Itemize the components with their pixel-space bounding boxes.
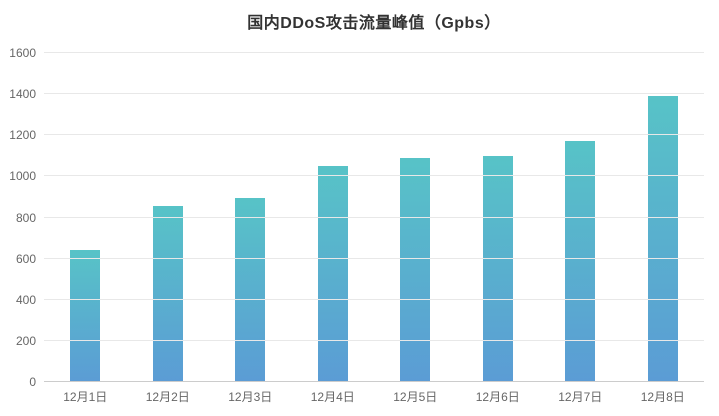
y-axis-tick-label: 800 [15, 210, 36, 225]
y-axis-tick-label: 400 [15, 292, 36, 307]
chart-title: 国内DDoS攻击流量峰值（Gpbs） [247, 15, 501, 32]
y-axis-tick-label: 1600 [9, 46, 36, 60]
bar-12月1日 [70, 250, 101, 382]
bar-slot [44, 53, 127, 382]
x-axis-tick-labels: 12月1日 12月2日 12月3日 12月4日 12月5日 12月6日 12月7日 12月8日 [44, 388, 704, 405]
y-axis-tick-label: 1200 [9, 128, 36, 143]
x-axis-tick-label: 12月8日 [640, 390, 685, 404]
bar-slot [127, 53, 210, 382]
x-axis-tick-label: 12月4日 [310, 390, 355, 404]
bar-slot [457, 53, 540, 382]
bar-series [44, 53, 704, 382]
y-axis-tick-label: 600 [15, 251, 36, 266]
bar-slot [622, 53, 705, 382]
gridline [44, 134, 704, 136]
bar-12月7日 [565, 141, 596, 382]
gridline [44, 52, 704, 53]
gridline [44, 339, 704, 341]
x-axis-tick-label: 12月6日 [475, 390, 520, 404]
x-axis-tick-label: 12月3日 [228, 390, 273, 404]
y-axis-tick-label: 1400 [9, 87, 36, 102]
plot-area [44, 52, 704, 382]
gridline [44, 93, 704, 95]
x-axis-tick-label: 12月7日 [558, 390, 603, 404]
gridline [44, 298, 704, 300]
gridline [44, 216, 704, 218]
bar-12月6日 [482, 155, 513, 382]
y-axis-tick-label: 1000 [9, 169, 36, 184]
x-axis-tick-label: 12月2日 [145, 390, 190, 404]
bar-slot [292, 53, 375, 382]
gridline [44, 257, 704, 259]
bar-12月4日 [317, 166, 348, 382]
bar-12月3日 [235, 197, 266, 382]
bar-slot [539, 53, 622, 382]
gridline [44, 175, 704, 177]
y-axis-tick-label: 0 [29, 375, 36, 389]
bar-12月8日 [647, 96, 678, 382]
bar-12月2日 [152, 206, 183, 382]
bar-slot [374, 53, 457, 382]
y-axis-tick-labels: 0 200 400 600 800 1000 1200 1400 1600 [0, 46, 36, 389]
x-axis-tick-label: 12月5日 [393, 390, 438, 404]
bar-12月5日 [400, 157, 431, 382]
y-axis-tick-label: 200 [15, 333, 36, 348]
bar-slot [209, 53, 292, 382]
x-axis-tick-label: 12月1日 [63, 390, 108, 404]
x-axis-line [44, 381, 704, 382]
